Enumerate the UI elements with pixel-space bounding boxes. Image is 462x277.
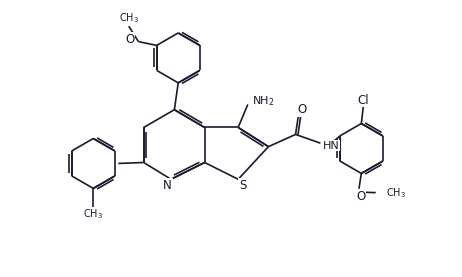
Text: CH$_3$: CH$_3$ bbox=[119, 12, 139, 25]
Text: Cl: Cl bbox=[358, 94, 369, 107]
Text: CH$_3$: CH$_3$ bbox=[386, 186, 406, 199]
Text: N: N bbox=[163, 179, 172, 192]
Text: HN: HN bbox=[323, 140, 340, 151]
Text: NH$_2$: NH$_2$ bbox=[252, 94, 274, 108]
Text: CH$_3$: CH$_3$ bbox=[83, 207, 103, 221]
Text: O: O bbox=[356, 190, 365, 203]
Text: O: O bbox=[297, 103, 306, 116]
Text: S: S bbox=[239, 179, 247, 192]
Text: O: O bbox=[125, 33, 134, 46]
